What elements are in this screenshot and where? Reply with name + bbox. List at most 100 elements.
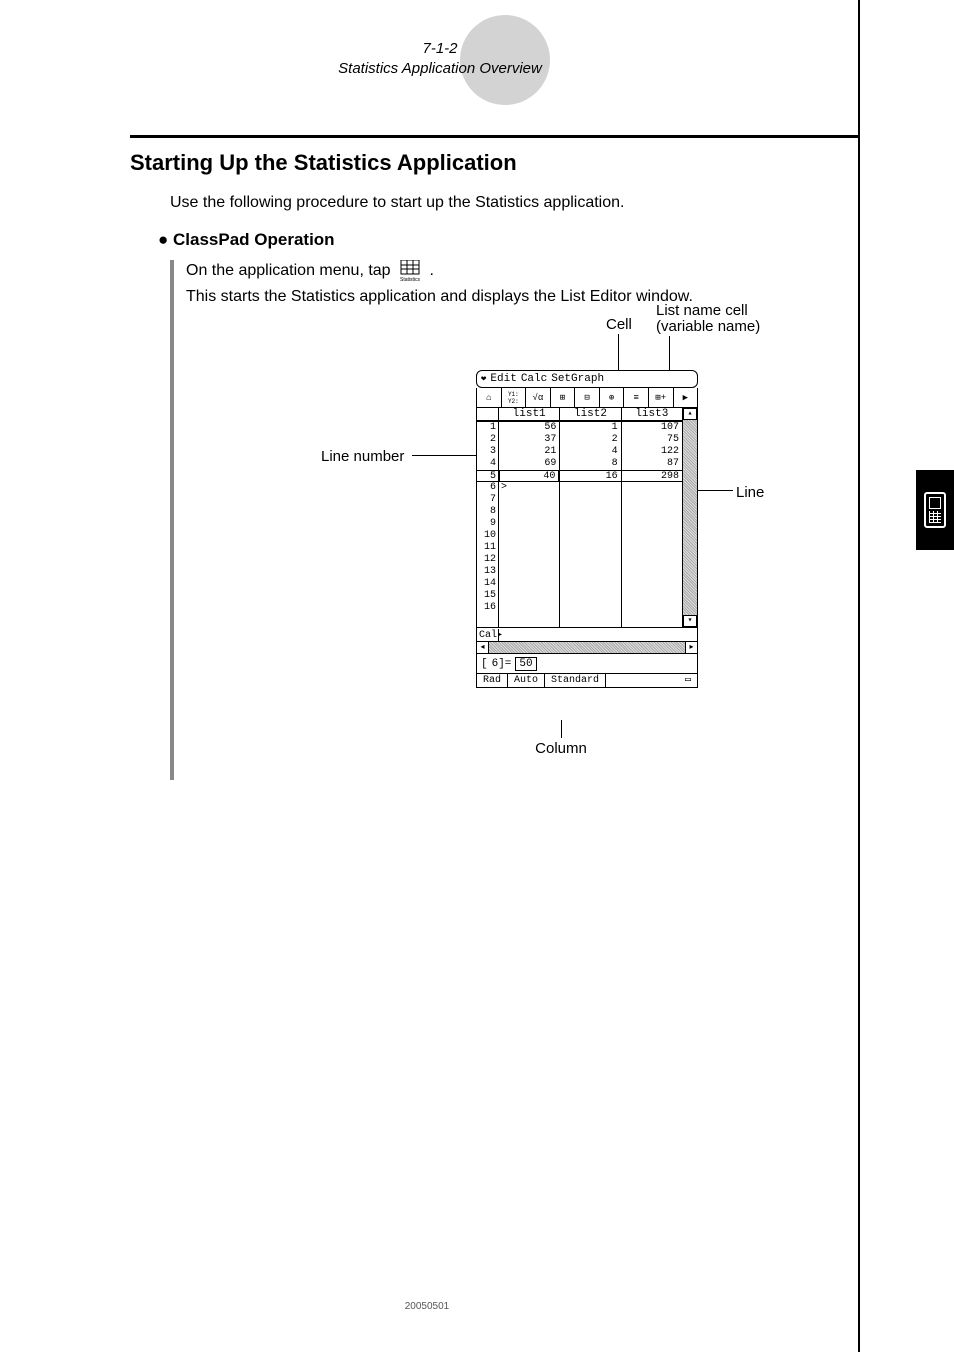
data-cell[interactable] [622, 566, 682, 578]
list-editor-window: ❤ Edit Calc SetGraph ⌂ Y1: Y2: √α ⊞ ⊟ ⊕ … [476, 370, 698, 688]
data-cell[interactable]: 2 [560, 434, 620, 446]
hscroll-track[interactable] [489, 642, 685, 653]
diagram-area: Cell List name cell (variable name) Line… [186, 320, 860, 780]
data-cell[interactable] [499, 566, 559, 578]
data-cell[interactable]: 16 [560, 470, 620, 482]
toolbar-btn-0[interactable]: ⌂ [477, 388, 502, 407]
line-number-cell: 13 [477, 566, 498, 578]
data-cell[interactable]: 1 [560, 422, 620, 434]
label-column: Column [511, 740, 611, 757]
data-cell[interactable] [499, 590, 559, 602]
data-cell[interactable] [622, 494, 682, 506]
toolbar-btn-5[interactable]: ⊕ [600, 388, 625, 407]
menu-dropdown-icon[interactable]: ❤ [481, 374, 486, 384]
data-cell[interactable]: 4 [560, 446, 620, 458]
data-cell[interactable] [560, 554, 620, 566]
data-cell[interactable] [622, 554, 682, 566]
input-index: 6]= [492, 658, 512, 670]
bullet-glyph: ● [158, 230, 168, 249]
list1-column[interactable]: list1 5637216940> [499, 408, 560, 627]
vertical-scrollbar[interactable]: ▴ ▾ [683, 408, 697, 627]
toolbar-btn-2[interactable]: √α [526, 388, 551, 407]
data-cell[interactable] [622, 518, 682, 530]
data-cell[interactable] [560, 530, 620, 542]
toolbar-btn-7[interactable]: ⊞+ [649, 388, 674, 407]
proc-text-1a: On the application menu, tap [186, 262, 395, 279]
data-cell[interactable] [499, 554, 559, 566]
data-cell[interactable] [560, 518, 620, 530]
status-rad[interactable]: Rad [477, 674, 508, 687]
data-grid[interactable]: 12345678910111213141516 list1 5637216940… [476, 408, 698, 628]
status-standard[interactable]: Standard [545, 674, 606, 687]
list3-column[interactable]: list3 1077512287298 [622, 408, 683, 627]
data-cell[interactable]: 8 [560, 458, 620, 470]
data-cell[interactable]: 37 [499, 434, 559, 446]
data-cell[interactable] [622, 506, 682, 518]
data-cell[interactable]: 122 [622, 446, 682, 458]
toolbar-btn-4[interactable]: ⊟ [575, 388, 600, 407]
data-cell[interactable]: > [499, 482, 559, 494]
data-cell[interactable]: 40 [499, 470, 559, 482]
horizontal-rule [130, 135, 860, 138]
statistics-app-icon: Statistics [395, 260, 425, 282]
toolbar-btn-3[interactable]: ⊞ [551, 388, 576, 407]
menu-bar[interactable]: ❤ Edit Calc SetGraph [476, 370, 698, 388]
data-cell[interactable]: 75 [622, 434, 682, 446]
toolbar-btn-6[interactable]: ≡ [624, 388, 649, 407]
cal-label[interactable]: Cal▸ [477, 629, 499, 641]
data-cell[interactable] [499, 602, 559, 614]
data-cell[interactable] [499, 518, 559, 530]
toolbar-btn-1[interactable]: Y1: Y2: [502, 388, 527, 407]
data-cell[interactable] [499, 494, 559, 506]
input-row[interactable]: [ 6]= 50 [476, 654, 698, 674]
data-cell[interactable] [499, 578, 559, 590]
scroll-down-icon[interactable]: ▾ [683, 615, 697, 627]
data-cell[interactable]: 298 [622, 470, 682, 482]
menu-edit[interactable]: Edit [490, 373, 516, 385]
scroll-up-icon[interactable]: ▴ [683, 408, 697, 420]
data-cell[interactable] [622, 590, 682, 602]
data-cell[interactable] [560, 482, 620, 494]
list2-column[interactable]: list2 124816 [560, 408, 621, 627]
linenum-head [477, 408, 498, 422]
data-cell[interactable] [499, 530, 559, 542]
input-value-box[interactable]: 50 [515, 657, 536, 671]
list1-head[interactable]: list1 [499, 408, 559, 422]
list3-head[interactable]: list3 [622, 408, 682, 422]
list2-head[interactable]: list2 [560, 408, 620, 422]
data-cell[interactable] [560, 602, 620, 614]
data-cell[interactable] [560, 590, 620, 602]
data-cell[interactable]: 69 [499, 458, 559, 470]
side-tab [916, 470, 954, 550]
data-cell[interactable] [499, 506, 559, 518]
data-cell[interactable] [560, 506, 620, 518]
data-cell[interactable]: 107 [622, 422, 682, 434]
line-number-cell: 5 [477, 470, 498, 482]
proc-text-1b: . [429, 262, 433, 279]
sub-heading: ● ClassPad Operation [158, 230, 860, 250]
scroll-right-icon[interactable]: ▸ [685, 642, 697, 653]
menu-calc[interactable]: Calc [521, 373, 547, 385]
toolbar-btn-8[interactable]: ▶ [674, 388, 698, 407]
data-cell[interactable] [622, 542, 682, 554]
data-cell[interactable] [622, 578, 682, 590]
menu-setgraph[interactable]: SetGraph [551, 373, 604, 385]
data-cell[interactable] [560, 494, 620, 506]
data-cell[interactable] [622, 482, 682, 494]
data-cell[interactable] [499, 542, 559, 554]
data-cell[interactable] [560, 566, 620, 578]
line-number-column: 12345678910111213141516 [477, 408, 499, 627]
data-cell[interactable] [622, 530, 682, 542]
cal-row[interactable]: Cal▸ [476, 628, 698, 642]
scroll-left-icon[interactable]: ◂ [477, 642, 489, 653]
data-cell[interactable] [622, 602, 682, 614]
scroll-track[interactable] [683, 420, 697, 615]
status-auto[interactable]: Auto [508, 674, 545, 687]
data-cell[interactable]: 87 [622, 458, 682, 470]
data-cell[interactable] [560, 542, 620, 554]
horizontal-scrollbar[interactable]: ◂ ▸ [476, 642, 698, 654]
data-cell[interactable]: 21 [499, 446, 559, 458]
data-cell[interactable]: 56 [499, 422, 559, 434]
sub-heading-text: ClassPad Operation [173, 230, 335, 249]
data-cell[interactable] [560, 578, 620, 590]
